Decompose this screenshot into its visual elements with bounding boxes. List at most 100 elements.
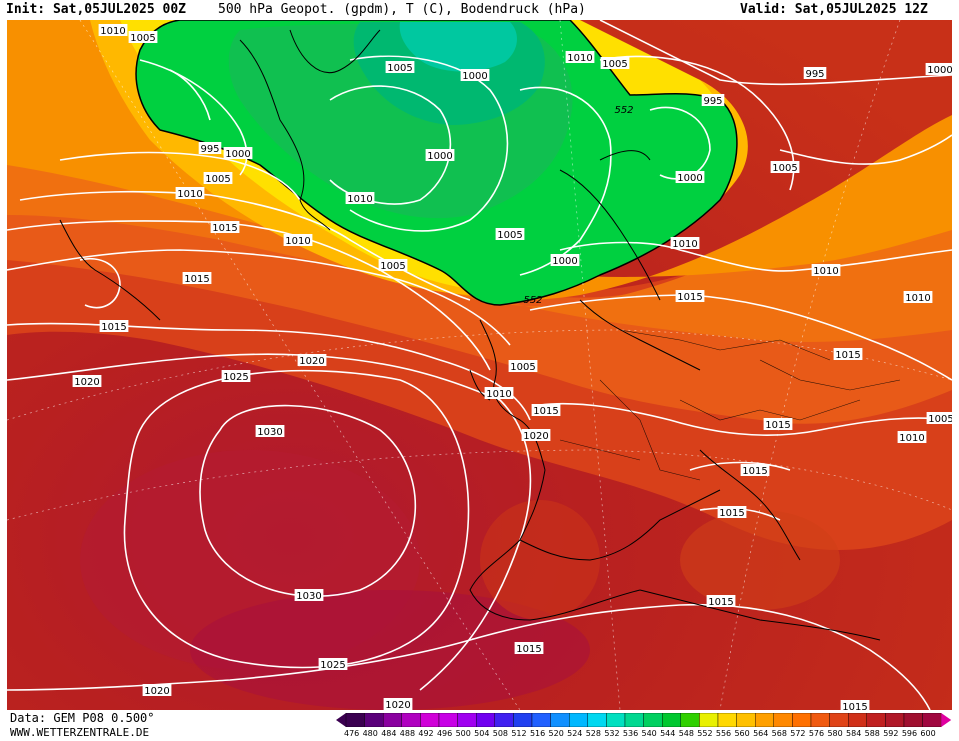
isobar-label: 1015: [533, 406, 558, 417]
isobar-label-box: [675, 290, 705, 302]
isobar-label: 1015: [765, 420, 790, 431]
isobar-label-box: [98, 24, 128, 36]
isobar-label-box: [833, 348, 863, 360]
isobar-label-box: [565, 51, 595, 63]
isobar-label: 1000: [462, 71, 487, 82]
isobar-label: 1005: [205, 174, 230, 185]
isobar-label: 1010: [567, 53, 592, 64]
isobar-label-box: [514, 642, 544, 654]
legend-swatch: [420, 713, 440, 727]
legend-swatch: [624, 713, 644, 727]
legend-swatch: [866, 713, 886, 727]
legend-swatch: [773, 713, 793, 727]
legend-swatch: [513, 713, 533, 727]
legend-value: 584: [846, 729, 862, 738]
isobar-label-box: [223, 147, 253, 159]
high-core-596: [190, 590, 590, 710]
isobar-label-box: [198, 142, 222, 154]
legend-value: 492: [418, 729, 434, 738]
geopotential-label: 552: [523, 295, 542, 306]
legend-swatch: [922, 713, 942, 727]
legend-value: 540: [641, 729, 657, 738]
legend-swatch: [531, 713, 551, 727]
legend-value: 484: [381, 729, 397, 738]
legend-swatch: [401, 713, 421, 727]
isobar-label-box: [383, 698, 413, 710]
data-source: Data: GEM P08 0.500°: [10, 711, 155, 725]
isobar-label: 1015: [719, 508, 744, 519]
legend-swatch: [829, 713, 849, 727]
isobar-label: 1000: [225, 149, 250, 160]
legend-swatch: [717, 713, 737, 727]
legend-value: 532: [604, 729, 620, 738]
legend-value: 516: [529, 729, 546, 738]
isobar-label: 1010: [285, 236, 310, 247]
warm-spot-spain: [480, 500, 600, 620]
legend-value: 548: [678, 729, 694, 738]
isobar-label-box: [297, 354, 327, 366]
isobar-label-box: [531, 404, 561, 416]
isobar-label-box: [385, 61, 415, 73]
isobar-label-box: [460, 69, 490, 81]
legend-value: 572: [790, 729, 806, 738]
isobar-label: 1010: [100, 26, 125, 37]
isobar-label-box: [378, 259, 408, 271]
isobar-label: 1015: [184, 274, 209, 285]
isobar-label-box: [550, 254, 580, 266]
isobar-label: 1010: [813, 266, 838, 277]
isobar-label: 1005: [497, 230, 522, 241]
legend-swatch: [550, 713, 570, 727]
isobar-label-box: [255, 425, 285, 437]
isobar-label-box: [345, 192, 375, 204]
isobar-label-box: [99, 320, 129, 332]
map-header: Init: Sat,05JUL2025 00Z 500 hPa Geopot. …: [0, 0, 959, 20]
graticule: [7, 20, 952, 710]
isobar-label: 1015: [516, 644, 541, 655]
isobar-label: 1000: [677, 173, 702, 184]
website-credit: WWW.WETTERZENTRALE.DE: [10, 726, 150, 739]
weather-map: 552 552 1010 1005 1005 1000 1010 1005 995 1000 99…: [7, 20, 952, 710]
init-time: Init: Sat,05JUL2025 00Z: [6, 2, 187, 17]
legend-swatch: [643, 713, 663, 727]
isobar-label-box: [811, 264, 841, 276]
isobar-label-box: [425, 149, 455, 161]
valid-time: Valid: Sat,05JUL2025 12Z: [740, 2, 928, 17]
isobar-label-box: [706, 595, 736, 607]
isobar-label: 1015: [101, 322, 126, 333]
isobar-label: 1020: [144, 686, 169, 697]
isobar-label: 1015: [742, 466, 767, 477]
isobar-label-box: [495, 228, 525, 240]
legend-value: 476: [344, 729, 360, 738]
legend-swatch: [568, 713, 588, 727]
chart-title: 500 hPa Geopot. (gpdm), T (C), Bodendruc…: [218, 2, 586, 17]
legend-value: 536: [622, 729, 639, 738]
legend-value: 488: [399, 729, 416, 738]
isobar-label: 1015: [835, 350, 860, 361]
legend-value: 500: [455, 729, 471, 738]
legend-swatch: [606, 713, 626, 727]
isobar-label-box: [128, 31, 158, 43]
isobar-label: 1005: [928, 414, 952, 425]
legend-value: 600: [920, 729, 936, 738]
isobar-label: 1020: [523, 431, 548, 442]
isobar-label-box: [701, 94, 725, 106]
isobar-label-box: [903, 291, 933, 303]
legend-value: 560: [734, 729, 750, 738]
isobar-label-box: [925, 63, 952, 75]
legend-value: 496: [436, 729, 453, 738]
legend-value: 592: [883, 729, 899, 738]
legend-swatch: [699, 713, 719, 727]
legend-value: 480: [362, 729, 378, 738]
legend-swatch: [457, 713, 477, 727]
legend-value: 520: [548, 729, 564, 738]
legend-swatch: [903, 713, 923, 727]
legend-swatch: [810, 713, 830, 727]
isobar-label: 1010: [347, 194, 372, 205]
isobar-label: 1025: [223, 372, 248, 383]
legend-swatch: [475, 713, 495, 727]
legend-swatch: [345, 713, 365, 727]
isobar-label-box: [508, 360, 538, 372]
isobar-label: 1000: [427, 151, 452, 162]
isobar-label-box: [926, 412, 952, 424]
legend-value: 564: [753, 729, 769, 738]
